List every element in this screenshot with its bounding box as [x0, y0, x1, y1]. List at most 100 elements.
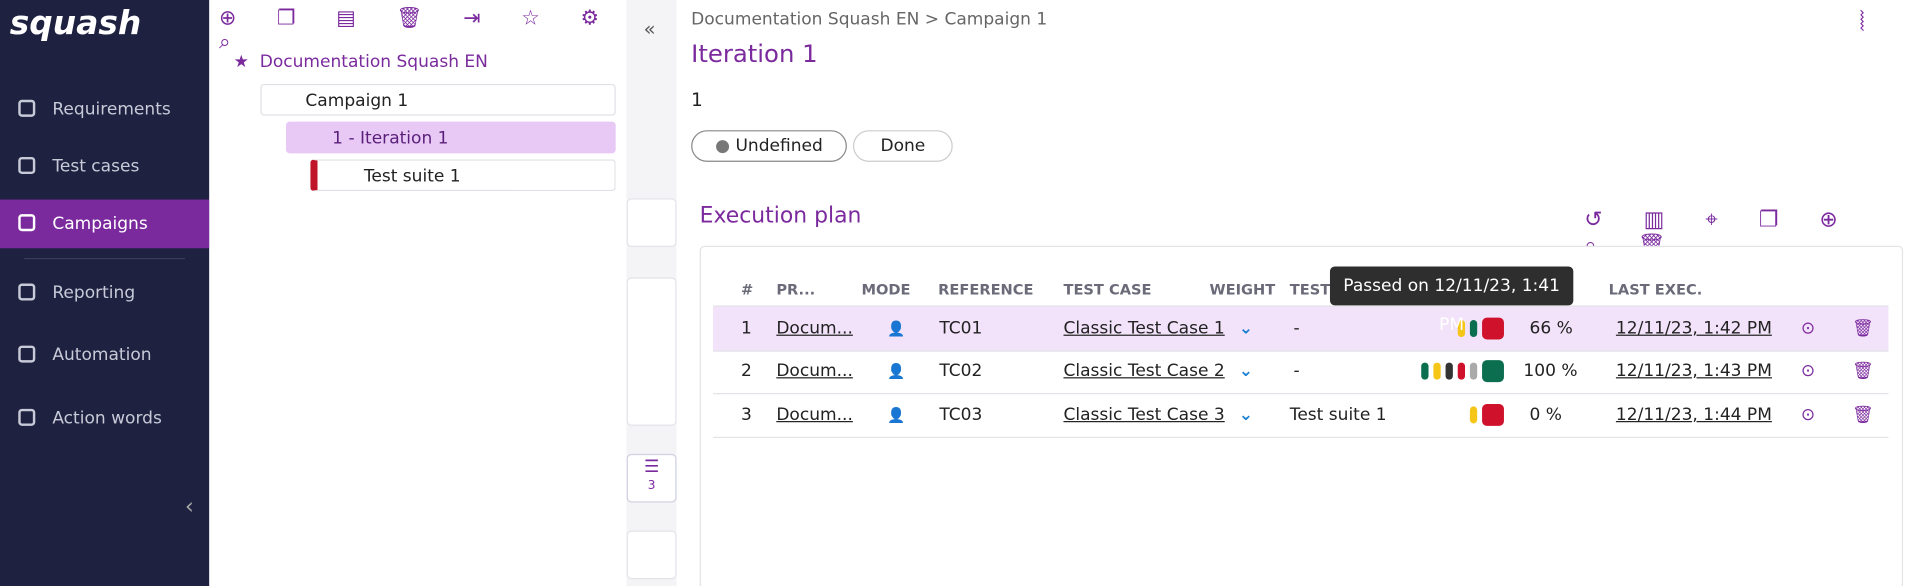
project[interactable]: Docum...: [776, 361, 853, 381]
delete-button[interactable]: 🗑: [1851, 361, 1874, 381]
table-row[interactable]: 1 Docum... 👤 TC01 Classic Test Case 1 ⌄ - 66 % 1…: [713, 305, 1889, 352]
tab-automation[interactable]: [626, 530, 677, 580]
mode-icon: 👤: [887, 362, 906, 380]
nav-label: Reporting: [52, 283, 136, 303]
column-header[interactable]: TEST CASE: [1063, 281, 1152, 299]
tree-panel: ⊕ ❐ ▤ 🗑 ⇥ ☆ ⚙ ⌕ ★ Documentation Squash E…: [209, 0, 628, 586]
column-header[interactable]: LAST EXEC.: [1608, 281, 1703, 299]
test-case[interactable]: Classic Test Case 2: [1063, 361, 1225, 381]
progress-label: Done: [880, 136, 926, 156]
page-title: Iteration 1: [691, 38, 818, 69]
reference: 1: [691, 88, 703, 111]
nav-icon: [18, 345, 36, 363]
weight-icon: ⌄: [1238, 318, 1253, 339]
row-number: 3: [741, 405, 752, 425]
iteration-label: 1 - Iteration 1: [332, 128, 449, 149]
last-exec[interactable]: 12/11/23, 1:42 PM: [1615, 318, 1772, 339]
status-label: Undefined: [735, 136, 823, 156]
nav-label: Test cases: [52, 156, 140, 177]
mode-icon: 👤: [887, 406, 906, 424]
column-header[interactable]: WEIGHT: [1209, 281, 1276, 299]
side-tabs: « ☰ 3: [626, 0, 677, 586]
nav-item[interactable]: Automation: [0, 331, 209, 380]
test-suite: -: [1293, 361, 1300, 381]
nav-icon: [18, 99, 36, 117]
success-rate: 100 %: [1523, 361, 1578, 381]
nav-icon: [18, 214, 36, 232]
column-header[interactable]: #: [741, 281, 754, 299]
tab-dashboard[interactable]: [626, 198, 677, 248]
nav-item[interactable]: Action words: [0, 394, 209, 443]
campaign-label: Campaign 1: [305, 91, 409, 111]
delete-button[interactable]: 🗑: [1851, 405, 1874, 425]
tree-toolbar[interactable]: ⊕ ❐ ▤ 🗑 ⇥ ☆ ⚙ ⌕: [219, 6, 617, 55]
breadcrumb[interactable]: Documentation Squash EN > Campaign 1: [691, 9, 1048, 30]
tab-plan[interactable]: ☰ 3: [626, 453, 677, 503]
nav-label: Action words: [52, 408, 162, 429]
status-pill[interactable]: [1482, 317, 1504, 340]
status-pill[interactable]: [1469, 320, 1478, 338]
status-button[interactable]: ● Undefined: [691, 130, 847, 162]
nav-item[interactable]: Test cases: [0, 142, 209, 191]
table-row[interactable]: 2 Docum... 👤 TC02 Classic Test Case 2 ⌄ - 100 %…: [713, 349, 1889, 395]
status-pill[interactable]: [1445, 362, 1453, 380]
attachments[interactable]: ⦚: [1859, 7, 1865, 38]
run-button[interactable]: ⊙: [1800, 405, 1816, 425]
tooltip: Passed on 12/11/23, 1:41 PM: [1329, 266, 1574, 335]
success-rate: 0 %: [1529, 405, 1562, 425]
row-number: 2: [741, 361, 752, 381]
plan-title: Execution plan: [699, 203, 862, 229]
test-case[interactable]: Classic Test Case 3: [1063, 405, 1225, 425]
nav-item[interactable]: Reporting: [0, 269, 209, 318]
progress-button[interactable]: Done: [852, 130, 953, 162]
reference: TC02: [939, 361, 983, 381]
nav-item[interactable]: Requirements: [0, 85, 209, 134]
nav-icon: [18, 283, 36, 301]
suite-label: Test suite 1: [363, 166, 461, 187]
reference: TC03: [939, 405, 983, 425]
delete-button[interactable]: 🗑: [1851, 318, 1874, 339]
run-button[interactable]: ⊙: [1800, 361, 1816, 381]
collapse[interactable]: ‹: [184, 494, 194, 520]
tree-root[interactable]: ★ Documentation Squash EN: [233, 52, 488, 72]
status-pill[interactable]: [1482, 403, 1504, 426]
project[interactable]: Docum...: [776, 405, 853, 425]
tab-info[interactable]: [626, 277, 677, 426]
tree-iteration[interactable]: 1 - Iteration 1: [285, 121, 616, 154]
test-suite: Test suite 1: [1289, 405, 1387, 425]
logo: squash: [9, 4, 142, 43]
nav-sidebar: squash Requirements Test cases Campaigns Re…: [0, 0, 210, 586]
last-exec[interactable]: 12/11/23, 1:44 PM: [1615, 405, 1772, 425]
column-header[interactable]: PR...: [776, 281, 816, 299]
divider: [24, 257, 185, 260]
nav-item[interactable]: Campaigns: [0, 199, 210, 249]
status-pill[interactable]: [1421, 362, 1429, 380]
tree-campaign[interactable]: Campaign 1: [260, 83, 616, 116]
status-pill[interactable]: [1482, 360, 1504, 383]
nav-icon: [18, 156, 36, 175]
status-pill[interactable]: [1457, 362, 1466, 380]
nav-label: Automation: [52, 345, 152, 366]
nav-label: Campaigns: [52, 214, 148, 234]
test-case[interactable]: Classic Test Case 1: [1063, 318, 1225, 339]
weight-icon: ⌄: [1238, 361, 1253, 381]
status-pill[interactable]: [1469, 362, 1478, 380]
last-exec[interactable]: 12/11/23, 1:43 PM: [1615, 361, 1772, 381]
root-label: Documentation Squash EN: [259, 52, 488, 72]
status-pill[interactable]: [1469, 406, 1478, 424]
tree-suite[interactable]: Test suite 1: [310, 159, 616, 192]
status-pill[interactable]: [1457, 320, 1466, 338]
status-pill[interactable]: [1433, 362, 1441, 380]
collapse-panel[interactable]: «: [643, 17, 656, 41]
test-suite: -: [1293, 318, 1300, 339]
run-button[interactable]: ⊙: [1800, 318, 1816, 339]
project[interactable]: Docum...: [776, 318, 853, 339]
table-row[interactable]: 3 Docum... 👤 TC03 Classic Test Case 3 ⌄ Test s…: [713, 393, 1889, 439]
column-header[interactable]: REFERENCE: [938, 281, 1034, 299]
success-rate: 66 %: [1529, 318, 1573, 339]
nav-label: Requirements: [52, 99, 171, 120]
column-header[interactable]: MODE: [861, 281, 911, 299]
plan-toolbar[interactable]: ↺ ▥ ⌖ ❐ ⊕ ⌕ 🗑: [1584, 206, 1855, 258]
